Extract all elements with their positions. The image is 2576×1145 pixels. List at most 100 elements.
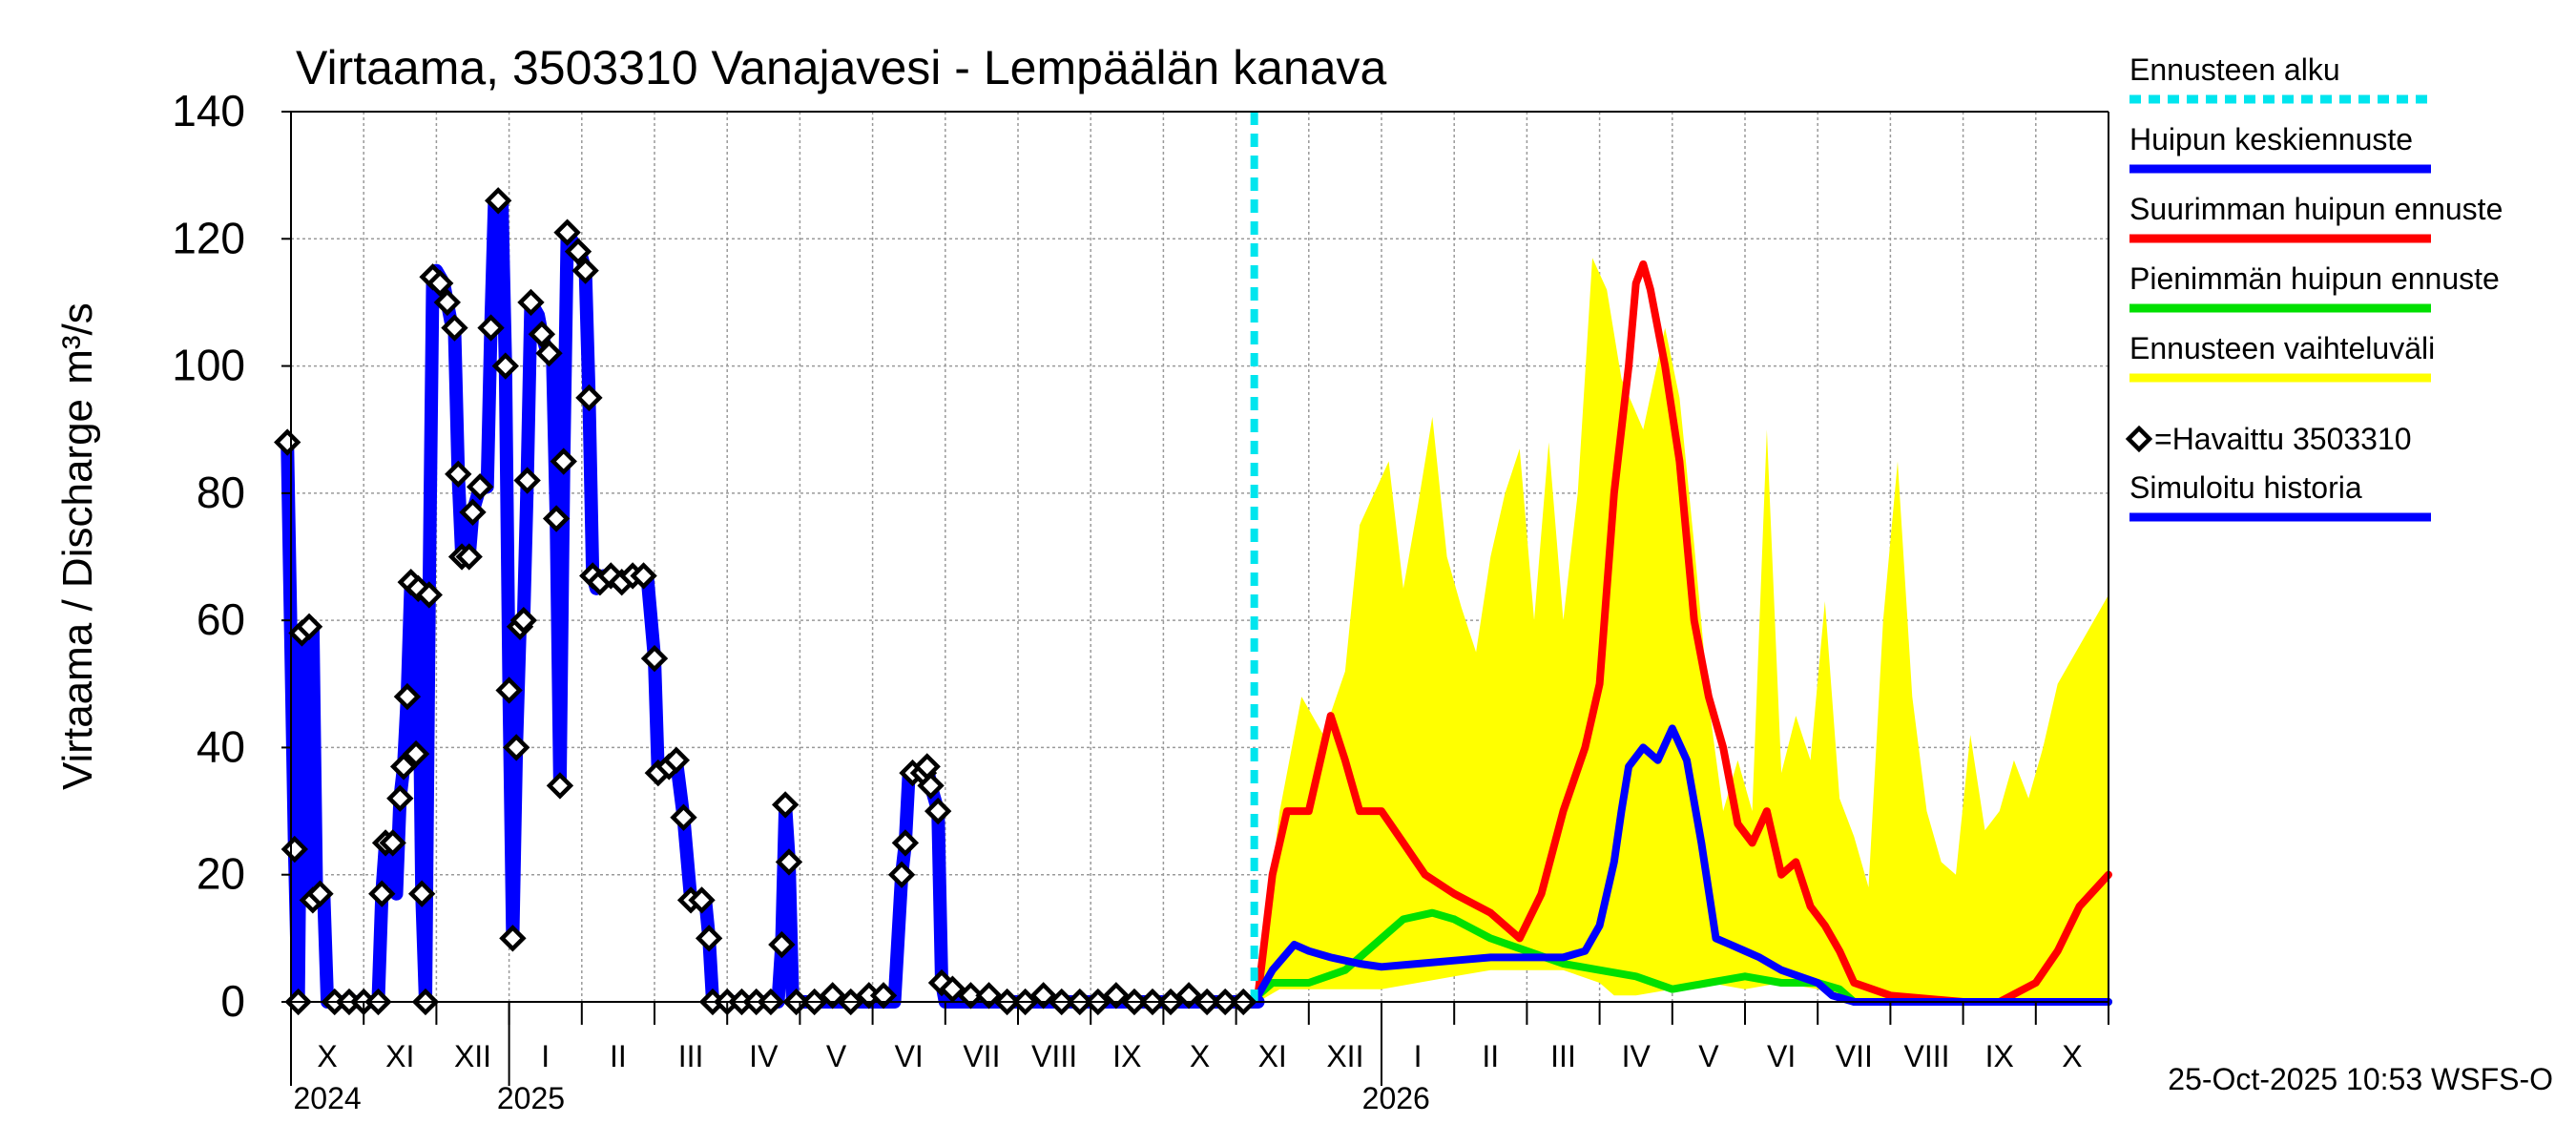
observed-point [924,797,952,825]
observed-point [957,982,985,1010]
month-label: X [2062,1039,2082,1073]
year-label: 2026 [1362,1081,1430,1115]
observed-point [491,352,519,380]
observed-point [640,644,669,673]
forecast-range-area [1257,258,2109,1002]
observed-point [564,238,592,265]
observed-point [571,257,599,284]
observed-point [393,682,422,711]
observed-point [295,613,323,640]
observed-point [1102,982,1131,1010]
x-tick-labels: X XI XII I II III IV V VI VII VIII IX X XI XII I II III IV… [290,1002,2109,1115]
observed-point [553,219,581,246]
observed-point [513,467,541,494]
observed-point [495,677,523,704]
observed-point [455,543,483,571]
axes [290,111,2109,1086]
observed-point [695,925,723,952]
legend-label: Ennusteen alku [2129,52,2340,87]
observed-point [535,340,563,367]
observed-point [407,880,436,907]
legend-label: Suurimman huipun ennuste [2129,192,2503,226]
month-label: VI [895,1039,924,1073]
observed-point [402,739,430,768]
observed-point [891,829,920,857]
y-tick-label: 20 [197,849,245,899]
month-label: I [541,1039,550,1073]
observed-point [445,460,472,489]
observed-point [575,384,603,412]
month-label: IV [1622,1039,1652,1073]
year-label: 2025 [497,1081,565,1115]
month-label: III [1550,1039,1576,1073]
observed-point [503,734,530,761]
chart-title: Virtaama, 3503310 Vanajavesi - Lempäälän… [296,41,1387,94]
month-label: II [1482,1039,1499,1073]
observed-point [1174,982,1203,1010]
footer-timestamp: 25-Oct-2025 10:53 WSFS-O [2168,1062,2553,1096]
observed-point [426,269,454,298]
month-label: VII [963,1039,1000,1073]
month-label: X [317,1039,337,1073]
month-label: V [826,1039,847,1073]
observed-point [386,784,414,812]
observed-point [917,772,945,800]
observed-point [517,288,545,317]
legend-label: =Havaittu 3503310 [2154,422,2412,456]
observed-point [688,886,716,914]
observed-point [887,861,916,888]
month-label: VI [1767,1039,1796,1073]
month-label: VIII [1031,1039,1077,1073]
y-tick-label: 60 [197,594,245,644]
month-label: XII [454,1039,491,1073]
forecast-range-band [1257,258,2109,1002]
observed-point [670,803,697,831]
observed-point [306,880,334,907]
observed-point [280,835,308,864]
observed-point [477,314,505,342]
y-tick-labels: 0 20 40 60 80 100 120 140 [172,86,291,1026]
observed-point [509,606,538,635]
observed-point [662,746,691,774]
observed-point [1029,982,1057,1010]
observed-point [441,314,468,342]
observed-point [975,982,1003,1010]
observed-point [466,473,494,501]
month-label: IX [1112,1039,1141,1073]
month-label: V [1698,1039,1719,1073]
month-label: IV [749,1039,779,1073]
legend: Ennusteen alku Huipun keskiennuste Suurimm… [2125,52,2503,522]
observed-point [771,791,800,819]
legend-label: Simuloitu historia [2129,470,2362,505]
observed-point [459,498,487,527]
month-label: XI [1258,1039,1287,1073]
observed-point [939,975,966,1003]
observed-point [869,982,898,1010]
y-tick-label: 140 [172,86,245,135]
month-label: II [610,1039,627,1073]
observed-point [630,562,657,590]
month-label: III [678,1039,704,1073]
observed-point [550,448,577,475]
observed-point [528,321,556,348]
month-label: IX [1985,1039,2014,1073]
legend-observed-icon [2125,425,2153,453]
legend-label: Ennusteen vaihteluväli [2129,331,2435,365]
y-tick-label: 80 [197,468,245,517]
y-tick-label: 100 [172,341,245,390]
y-tick-label: 120 [172,213,245,262]
legend-label: Pienimmän huipun ennuste [2129,261,2500,296]
observed-point [819,982,846,1010]
observed-point [389,753,418,781]
year-label: 2024 [294,1081,362,1115]
observed-point [415,581,443,609]
observed-point [368,880,396,907]
month-label: X [1190,1039,1210,1073]
observed-point [546,772,574,800]
observed-point [484,187,512,215]
y-tick-label: 40 [197,721,245,771]
observed-point [768,930,796,959]
y-axis-label: Virtaama / Discharge [54,399,101,790]
observed-point [499,925,527,952]
